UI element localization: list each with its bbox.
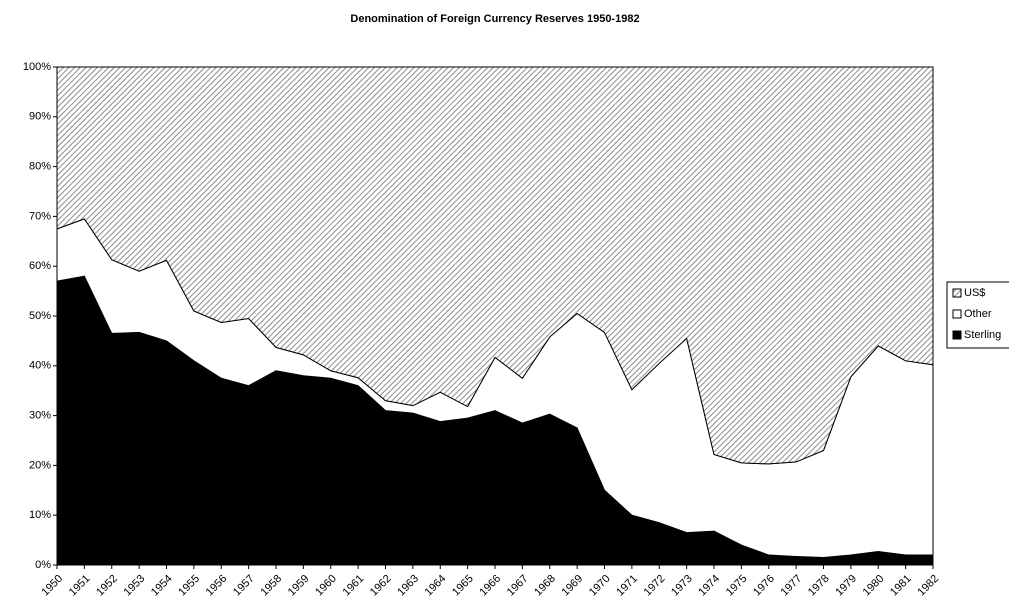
x-tick-label: 1961 [341,573,367,599]
x-tick-label: 1977 [779,573,805,599]
x-tick-label: 1958 [258,573,284,599]
legend-swatch [952,309,962,319]
x-tick-label: 1962 [368,573,394,599]
x-tick-label: 1959 [286,573,312,599]
y-tick-label: 90% [29,111,51,123]
x-tick-label: 1974 [696,573,722,599]
x-tick-label: 1957 [231,573,257,599]
y-tick-label: 30% [29,410,51,422]
legend-swatch [952,288,962,298]
x-tick-label: 1951 [67,573,93,599]
x-tick-label: 1971 [614,573,640,599]
x-tick-label: 1965 [450,573,476,599]
x-tick-label: 1978 [806,573,832,599]
x-tick-label: 1979 [833,573,859,599]
x-tick-label: 1963 [395,573,421,599]
x-tick-label: 1970 [587,573,613,599]
y-tick-label: 100% [23,61,51,73]
x-tick-label: 1950 [39,573,65,599]
y-tick-label: 10% [29,509,51,521]
chart-title: Denomination of Foreign Currency Reserve… [350,13,639,25]
x-tick-label: 1964 [423,573,449,599]
x-tick-label: 1976 [751,573,777,599]
y-tick-label: 60% [29,260,51,272]
x-tick-label: 1956 [204,573,230,599]
x-tick-label: 1973 [669,573,695,599]
x-tick-label: 1954 [149,573,175,599]
x-tick-label: 1980 [861,573,887,599]
x-tick-label: 1981 [888,573,914,599]
x-tick-label: 1969 [560,573,586,599]
x-tick-label: 1960 [313,573,339,599]
x-tick-label: 1972 [642,573,668,599]
x-tick-label: 1975 [724,573,750,599]
y-tick-label: 50% [29,310,51,322]
x-tick-label: 1968 [532,573,558,599]
x-tick-label: 1967 [505,573,531,599]
x-tick-label: 1955 [176,573,202,599]
y-tick-label: 80% [29,161,51,173]
y-tick-label: 40% [29,360,51,372]
legend-label: US$ [964,287,985,299]
x-tick-label: 1982 [915,573,941,599]
y-tick-label: 0% [35,559,51,571]
x-tick-label: 1966 [477,573,503,599]
x-tick-label: 1953 [122,573,148,599]
legend-label: Other [964,308,992,320]
x-tick-label: 1952 [94,573,120,599]
legend-label: Sterling [964,329,1001,341]
legend-swatch [952,330,962,340]
y-tick-label: 70% [29,210,51,222]
y-tick-label: 20% [29,459,51,471]
